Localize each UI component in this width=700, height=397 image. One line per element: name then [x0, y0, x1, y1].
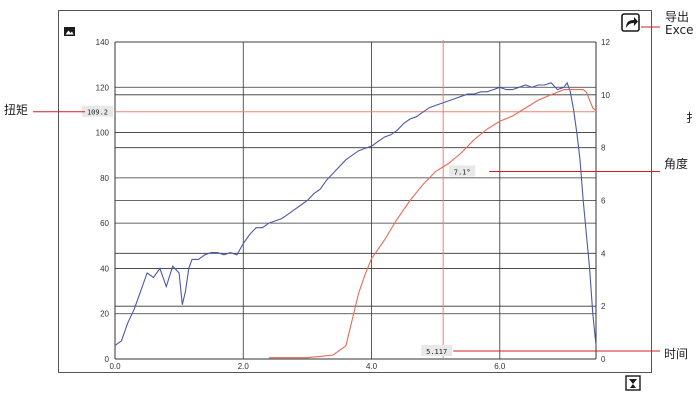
x-tick-label-1: 2.0	[238, 362, 250, 371]
image-icon-glyph	[65, 30, 74, 35]
share-export-arrow-icon[interactable]	[626, 17, 638, 28]
left-tick-label-1: 20	[100, 310, 109, 319]
left-tick-label-4: 80	[100, 174, 109, 183]
right-tick-label-3: 6	[601, 197, 606, 206]
time-marker-value-bg	[421, 345, 453, 356]
angle-marker-value: 7.1°	[454, 168, 471, 176]
export-label-line2[interactable]: Exce	[665, 23, 694, 37]
x-tick-label-3: 6.0	[494, 362, 506, 371]
right-tick-label-4: 8	[601, 144, 606, 153]
anchor-icon-glyph[interactable]	[629, 379, 637, 388]
left-tick-label-7: 140	[96, 38, 110, 47]
left-tick-label-3: 60	[100, 219, 109, 228]
angle-series-line	[268, 89, 597, 359]
right-tick-label-2: 4	[601, 249, 606, 258]
left-tick-label-0: 0	[105, 355, 110, 364]
left-tick-label-5: 100	[96, 129, 110, 138]
angle-label: 角度	[664, 157, 689, 171]
torque-marker-value-bg	[82, 105, 113, 117]
right-tick-label-0: 0	[601, 355, 606, 364]
x-tick-label-0: 0.0	[109, 362, 121, 371]
time-label: 时间	[664, 347, 689, 361]
time-marker-value: 5.117	[426, 348, 447, 356]
angle-marker-value-bg	[449, 165, 476, 177]
right-tick-label-1: 2	[601, 302, 606, 311]
export-label-line1[interactable]: 导出	[665, 10, 690, 24]
x-tick-label-2: 4.0	[366, 362, 378, 371]
left-tick-label-2: 40	[100, 264, 109, 273]
torque-marker-value: 109.2	[87, 109, 108, 117]
image-icon	[64, 27, 75, 36]
torque-series-line	[114, 81, 597, 346]
right-tick-label-6: 12	[601, 38, 610, 47]
cut-off-label: 扌	[686, 111, 699, 125]
torque-label: 扭矩	[4, 103, 29, 117]
chart-panel	[58, 10, 652, 373]
right-tick-label-5: 10	[601, 91, 610, 100]
left-tick-label-6: 120	[96, 83, 110, 92]
